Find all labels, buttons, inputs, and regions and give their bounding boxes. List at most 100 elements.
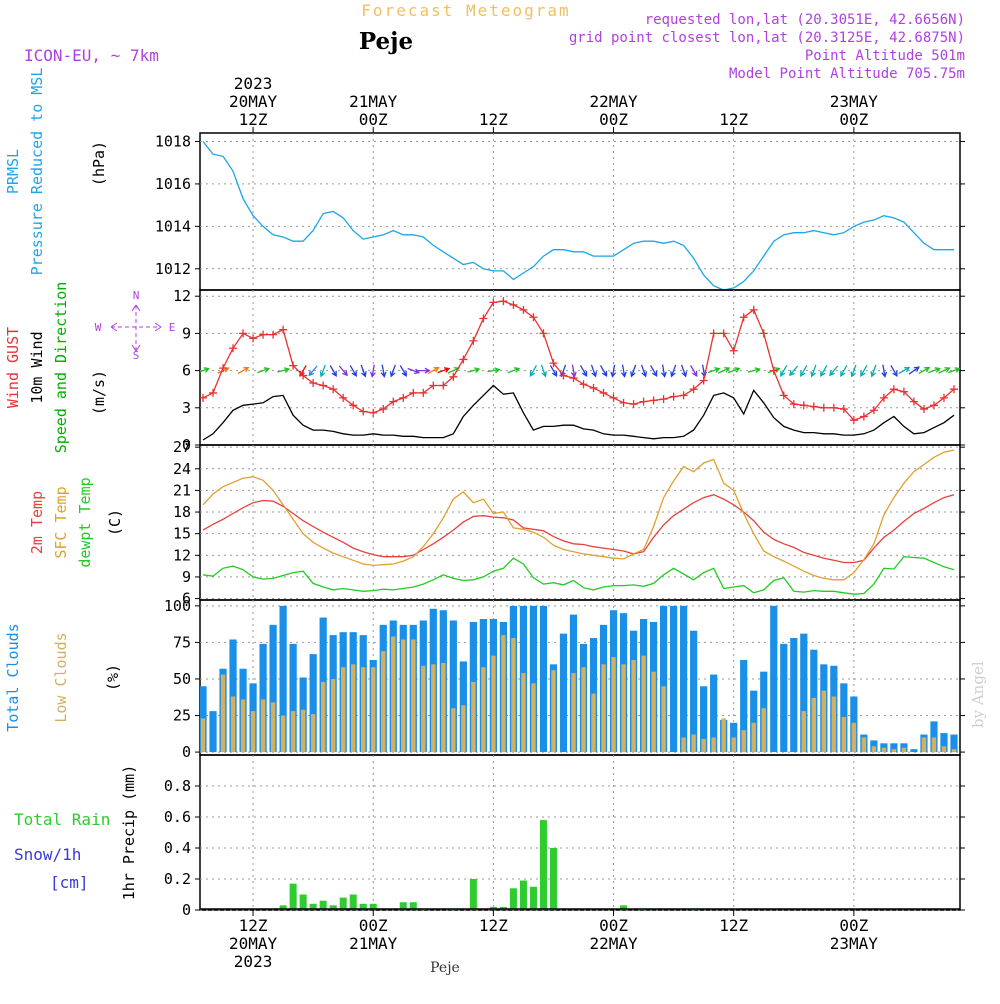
series-line-dewpt (202, 556, 955, 595)
gust-marker (429, 381, 438, 390)
gust-marker (299, 371, 308, 380)
series-line-temp2m (202, 494, 955, 564)
wind-arrow (427, 366, 440, 375)
wind-arrow (399, 365, 407, 377)
rain-bar (309, 903, 317, 910)
low-cloud-bar (270, 702, 276, 753)
low-cloud-bar (701, 738, 706, 753)
top-time-label: 12Z (479, 110, 508, 129)
rain-bar (539, 820, 547, 910)
gust-marker (819, 403, 828, 412)
wind-arrow (948, 367, 960, 374)
bottom-time-label: 00Z (839, 916, 868, 935)
low-cloud-bar (230, 696, 236, 753)
wind-arrow (789, 365, 799, 377)
panel-frame (199, 132, 961, 291)
total-cloud-bar (229, 639, 237, 753)
gust-marker (929, 401, 938, 410)
wind-arrow (640, 364, 648, 378)
rain-bar (299, 894, 307, 910)
wind-arrow (630, 364, 637, 378)
low-cloud-bar (461, 705, 466, 753)
gust-marker (200, 393, 208, 402)
panel-clouds: 0 25 50 75 100 Total Clouds Low Clouds (%) (4, 597, 965, 761)
total-cloud-bar (309, 654, 317, 753)
meteogram-title: Forecast Meteogram (361, 1, 570, 20)
low-cloud-bar (371, 667, 376, 753)
ytick-label: 21 (173, 481, 191, 499)
gust-marker (369, 408, 378, 417)
gust-marker (319, 381, 328, 390)
gust-marker (559, 371, 568, 380)
wind-arrow (747, 367, 761, 373)
ytick-label: 0 (182, 743, 191, 761)
low-cloud-bar (501, 635, 506, 753)
gust-marker (899, 387, 908, 396)
wind-arrow (417, 367, 431, 374)
gust-marker (399, 393, 408, 402)
panel-plot-area (200, 297, 960, 441)
ytick-label: 27 (173, 438, 191, 456)
ytick-label: 100 (164, 597, 191, 615)
panel-temperature: 6 9 12 15 18 21 24 27 2m Temp SFC Temp dewpt Temp (… (28, 438, 965, 608)
rain-bar (319, 900, 327, 910)
wind-arrow (661, 364, 667, 378)
ytick-label: 1012 (155, 260, 191, 278)
panel-plot-area (202, 449, 955, 595)
low-cloud-bar (250, 711, 256, 753)
ytick-label: 18 (173, 503, 191, 521)
gust-marker (539, 329, 548, 338)
rain-bar (549, 848, 557, 910)
gust-marker (629, 400, 638, 409)
panel-plot-area (202, 141, 954, 290)
rain-bar (279, 905, 287, 910)
rain-bar (349, 894, 357, 910)
wind-arrow (620, 364, 627, 378)
series-line-sfc (202, 449, 955, 581)
rain-bar (519, 880, 527, 910)
ytick-label: 1016 (155, 175, 191, 193)
ytick-label: 1014 (155, 217, 191, 235)
total-cloud-bar (800, 633, 808, 753)
series-line-wind (202, 384, 955, 441)
wind-arrow (908, 366, 920, 375)
gust-marker (219, 364, 228, 373)
gust-marker (509, 300, 518, 309)
compass-s: S (133, 349, 140, 362)
wind-arrow (829, 365, 839, 377)
top-time-label: 20MAY (229, 92, 278, 111)
low-cloud-bar (751, 722, 756, 753)
gust-marker (889, 385, 898, 394)
panel-label: Low Clouds (52, 632, 70, 722)
low-cloud-bar (931, 737, 937, 753)
rain-bar (359, 903, 367, 910)
low-cloud-bar (401, 639, 406, 753)
panel-label: PRMSL (4, 149, 22, 194)
wind-arrow (540, 364, 547, 378)
compass-icon: N S W E (95, 289, 176, 362)
low-cloud-bar (641, 655, 646, 753)
gust-marker (469, 336, 478, 345)
total-cloud-bar (269, 624, 277, 753)
rain-bar (289, 883, 297, 910)
gust-marker (239, 329, 248, 338)
wind-arrow (800, 365, 808, 377)
gust-marker (849, 416, 858, 425)
wind-arrow (928, 367, 941, 374)
total-cloud-bar (289, 643, 297, 753)
wind-arrow (707, 367, 721, 374)
low-cloud-bar (391, 636, 396, 753)
bottom-time-label: 22MAY (589, 934, 638, 953)
gust-marker (269, 330, 278, 339)
total-cloud-bar (930, 721, 938, 753)
low-cloud-bar (631, 659, 636, 753)
low-cloud-bar (441, 662, 446, 753)
wind-arrow (570, 364, 577, 378)
panel-pressure: 1012 1014 1016 1018 PRMSL Pressure Reduced to… (4, 68, 965, 291)
gust-marker (739, 313, 748, 322)
low-cloud-bar (290, 711, 296, 753)
low-cloud-bar (901, 747, 907, 753)
wind-arrow (670, 364, 677, 378)
panel-frame (199, 754, 961, 911)
